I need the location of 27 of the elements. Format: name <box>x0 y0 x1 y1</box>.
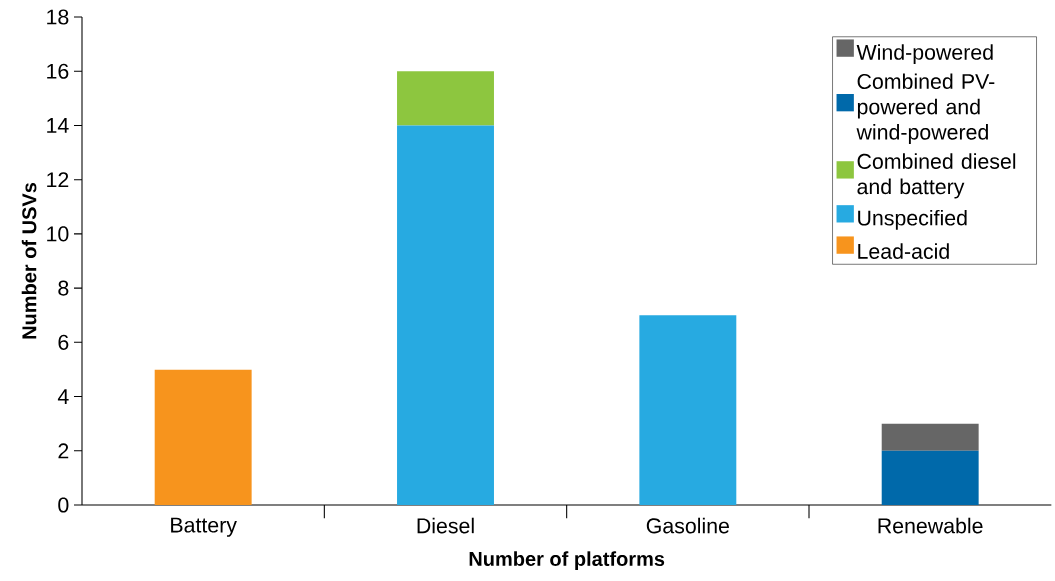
legend-label: Wind-powered <box>856 44 993 65</box>
legend-label: Combined diesel and battery <box>857 153 1016 199</box>
y-tick-label: 2 <box>58 443 69 459</box>
x-tick-label: Diesel <box>417 517 474 534</box>
bar <box>639 315 737 505</box>
bar <box>397 71 494 126</box>
y-tick-label: 12 <box>47 172 69 188</box>
legend-label: Lead-acid <box>858 243 949 259</box>
y-tick-label: 14 <box>47 118 69 133</box>
y-tick-label: 4 <box>57 389 69 404</box>
x-tick-label: Renewable <box>878 517 983 534</box>
legend-label: Unspecified <box>858 209 967 230</box>
y-tick-label: 6 <box>58 334 69 350</box>
bar <box>881 423 979 451</box>
bar <box>154 369 252 505</box>
bar <box>881 450 979 505</box>
y-axis-title: Number of USVs <box>21 182 37 339</box>
bar <box>397 125 494 505</box>
x-tick-label: Battery <box>171 517 237 537</box>
y-tick-label: 8 <box>58 280 69 296</box>
y-tick-label: 0 <box>58 497 69 513</box>
legend-label: Combined PV-powered and wind-powered <box>856 73 995 144</box>
x-tick-label: Gasoline <box>646 517 729 534</box>
y-tick-label: 16 <box>47 63 69 79</box>
y-tick-label: 10 <box>47 226 69 242</box>
y-tick-label: 18 <box>47 9 69 25</box>
x-axis-title: Number of platforms <box>469 551 665 570</box>
